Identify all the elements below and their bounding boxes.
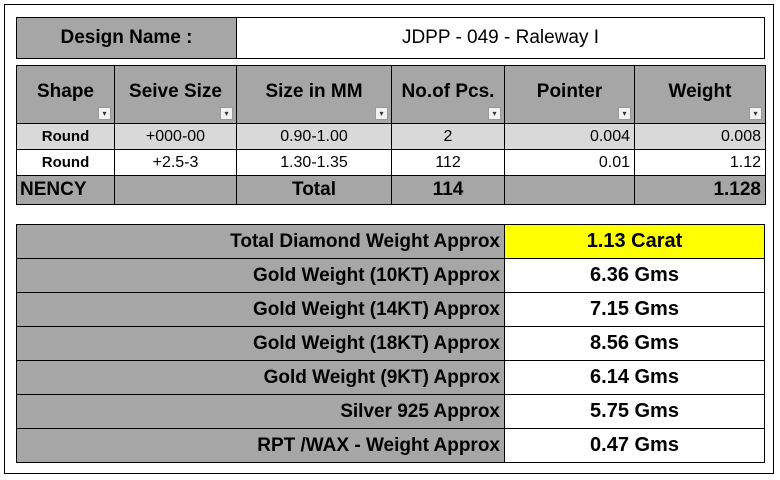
cell-weight[interactable]: 1.12 <box>634 149 766 176</box>
summary-row: Gold Weight (9KT) Approx 6.14 Gms <box>16 360 765 395</box>
header-size-in-mm[interactable]: Size in MM ▾ <box>236 65 392 124</box>
summary-label[interactable]: Gold Weight (10KT) Approx <box>16 258 505 293</box>
summary-label[interactable]: Silver 925 Approx <box>16 394 505 429</box>
summary-value[interactable]: 6.36 Gms <box>504 258 765 293</box>
cell-seive-size[interactable]: +000-00 <box>114 123 237 150</box>
cell-pointer[interactable]: 0.01 <box>504 149 635 176</box>
cell-shape[interactable]: Round <box>16 149 115 176</box>
summary-label[interactable]: Gold Weight (9KT) Approx <box>16 360 505 395</box>
filter-dropdown-icon[interactable]: ▾ <box>220 107 233 120</box>
cell-no-of-pcs[interactable]: 112 <box>391 149 505 176</box>
summary-row: Total Diamond Weight Approx 1.13 Carat <box>16 224 765 259</box>
filter-dropdown-icon[interactable]: ▾ <box>749 107 762 120</box>
summary-value[interactable]: 7.15 Gms <box>504 292 765 327</box>
stones-table: Shape ▾ Seive Size ▾ Size in MM ▾ No.of Pcs… <box>16 65 766 205</box>
cell-seive-size[interactable]: +2.5-3 <box>114 149 237 176</box>
total-empty-cell[interactable] <box>114 175 237 205</box>
header-seive-size-label: Seive Size <box>129 80 222 102</box>
total-pcs[interactable]: 114 <box>391 175 505 205</box>
summary-value[interactable]: 1.13 Carat <box>504 224 765 259</box>
table-row: Round +000-00 0.90-1.00 2 0.004 0.008 <box>16 123 766 150</box>
design-name-table: Design Name : JDPP - 049 - Raleway I <box>16 17 765 59</box>
filter-dropdown-icon[interactable]: ▾ <box>375 107 388 120</box>
header-shape[interactable]: Shape ▾ <box>16 65 115 124</box>
design-name-value[interactable]: JDPP - 049 - Raleway I <box>236 17 765 59</box>
header-seive-size[interactable]: Seive Size ▾ <box>114 65 237 124</box>
summary-value[interactable]: 5.75 Gms <box>504 394 765 429</box>
cell-weight[interactable]: 0.008 <box>634 123 766 150</box>
cell-pointer[interactable]: 0.004 <box>504 123 635 150</box>
header-weight-label: Weight <box>668 80 732 102</box>
summary-label[interactable]: Gold Weight (18KT) Approx <box>16 326 505 361</box>
header-weight[interactable]: Weight ▾ <box>634 65 766 124</box>
summary-table: Total Diamond Weight Approx 1.13 Carat G… <box>16 224 765 463</box>
summary-row: Gold Weight (14KT) Approx 7.15 Gms <box>16 292 765 327</box>
summary-value[interactable]: 0.47 Gms <box>504 428 765 463</box>
header-pointer[interactable]: Pointer ▾ <box>504 65 635 124</box>
header-no-of-pcs-label: No.of Pcs. <box>401 80 495 102</box>
cell-no-of-pcs[interactable]: 2 <box>391 123 505 150</box>
header-no-of-pcs[interactable]: No.of Pcs. ▾ <box>391 65 505 124</box>
filter-active-icon[interactable]: ▾ <box>488 107 501 120</box>
summary-row: Silver 925 Approx 5.75 Gms <box>16 394 765 429</box>
total-name[interactable]: NENCY <box>16 175 115 205</box>
summary-row: RPT /WAX - Weight Approx 0.47 Gms <box>16 428 765 463</box>
summary-row: Gold Weight (10KT) Approx 6.36 Gms <box>16 258 765 293</box>
summary-label[interactable]: Total Diamond Weight Approx <box>16 224 505 259</box>
header-shape-label: Shape <box>36 80 95 102</box>
total-empty-cell[interactable] <box>504 175 635 205</box>
total-row: NENCY Total 114 1.128 <box>16 175 766 205</box>
total-weight[interactable]: 1.128 <box>634 175 766 205</box>
cell-shape[interactable]: Round <box>16 123 115 150</box>
total-label[interactable]: Total <box>236 175 392 205</box>
table-row: Round +2.5-3 1.30-1.35 112 0.01 1.12 <box>16 149 766 176</box>
filter-dropdown-icon[interactable]: ▾ <box>98 107 111 120</box>
header-pointer-label: Pointer <box>536 80 603 102</box>
summary-label[interactable]: Gold Weight (14KT) Approx <box>16 292 505 327</box>
filter-dropdown-icon[interactable]: ▾ <box>618 107 631 120</box>
summary-label[interactable]: RPT /WAX - Weight Approx <box>16 428 505 463</box>
summary-value[interactable]: 6.14 Gms <box>504 360 765 395</box>
stones-header-row: Shape ▾ Seive Size ▾ Size in MM ▾ No.of Pcs… <box>16 65 766 124</box>
cell-size-in-mm[interactable]: 0.90-1.00 <box>236 123 392 150</box>
cell-size-in-mm[interactable]: 1.30-1.35 <box>236 149 392 176</box>
summary-row: Gold Weight (18KT) Approx 8.56 Gms <box>16 326 765 361</box>
header-size-in-mm-label: Size in MM <box>265 80 363 102</box>
summary-value[interactable]: 8.56 Gms <box>504 326 765 361</box>
design-name-label: Design Name : <box>16 17 237 59</box>
